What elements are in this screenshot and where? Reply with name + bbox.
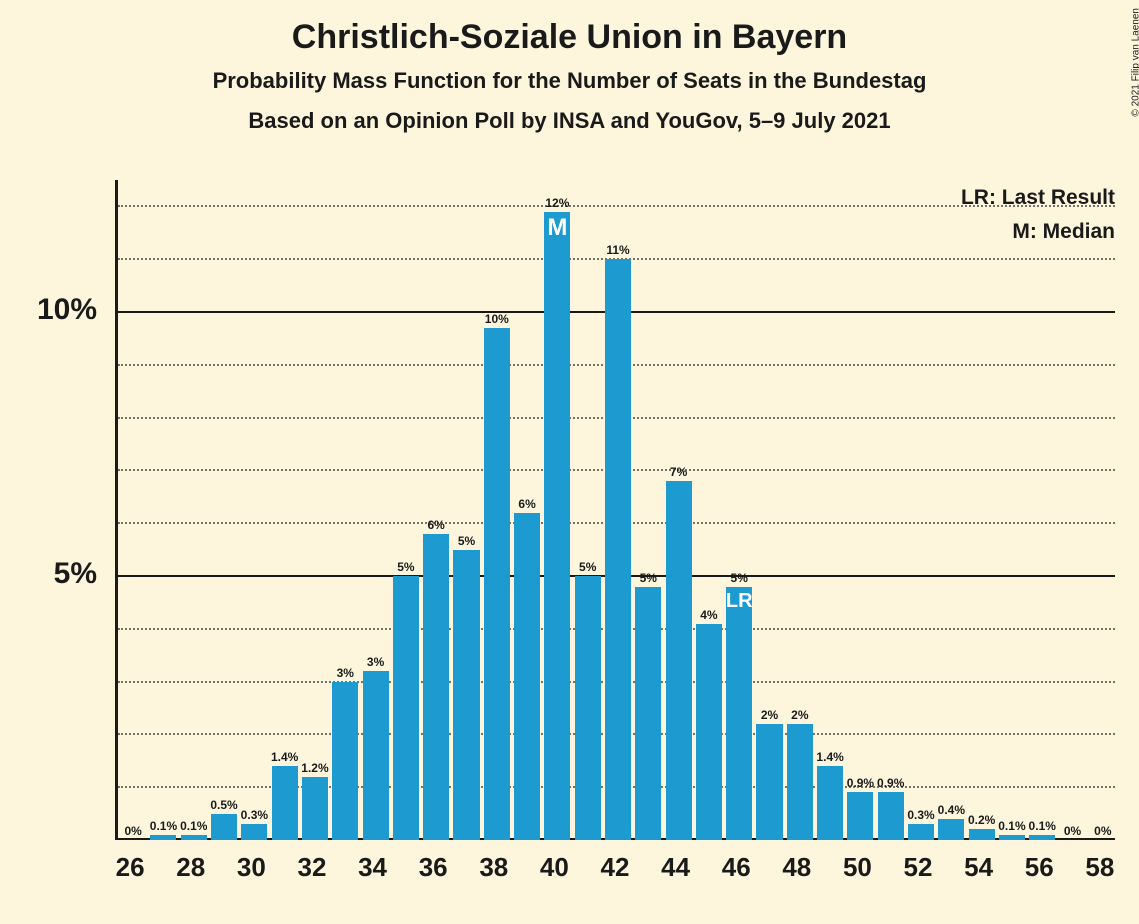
bar (666, 481, 692, 840)
chart-container: Christlich-Soziale Union in Bayern Proba… (0, 0, 1139, 924)
legend-median: M: Median (1012, 220, 1115, 244)
x-axis-label: 46 (722, 852, 751, 883)
bar (332, 682, 358, 840)
x-axis-label: 58 (1085, 852, 1114, 883)
bar (817, 766, 843, 840)
bar-value-label: 5% (397, 560, 414, 574)
bar-value-label: 0.9% (847, 776, 874, 790)
bar (999, 835, 1025, 840)
bar (393, 576, 419, 840)
y-axis-label: 5% (0, 557, 97, 591)
bar-value-label: 1.4% (816, 750, 843, 764)
bar (423, 534, 449, 840)
bar (908, 824, 934, 840)
bar (211, 814, 237, 840)
bar (241, 824, 267, 840)
bar-value-label: 2% (761, 708, 778, 722)
bar-value-label: 0% (1064, 824, 1081, 838)
bar (181, 835, 207, 840)
bar-value-label: 0.9% (877, 776, 904, 790)
bar-value-label: 5% (731, 571, 748, 585)
bar (938, 819, 964, 840)
x-axis-label: 30 (237, 852, 266, 883)
bar-value-label: 5% (640, 571, 657, 585)
x-axis-label: 34 (358, 852, 387, 883)
bar-value-label: 1.2% (301, 761, 328, 775)
bar (878, 792, 904, 840)
x-axis-label: 36 (419, 852, 448, 883)
x-axis-label: 44 (661, 852, 690, 883)
x-axis-label: 40 (540, 852, 569, 883)
bar-value-label: 3% (367, 655, 384, 669)
x-axis-label: 28 (176, 852, 205, 883)
bar-value-label: 0.4% (938, 803, 965, 817)
bar-value-label: 5% (579, 560, 596, 574)
bar (575, 576, 601, 840)
plot-area: 0%0.1%0.1%0.5%0.3%1.4%1.2%3%3%5%6%5%10%6… (115, 180, 1115, 840)
bar-value-label: 3% (337, 666, 354, 680)
bar (272, 766, 298, 840)
bar-value-label: 0.1% (180, 819, 207, 833)
bar-value-label: 11% (606, 243, 629, 257)
bar-value-label: 0.1% (1029, 819, 1056, 833)
x-axis-label: 32 (298, 852, 327, 883)
bar (544, 212, 570, 840)
bar (514, 513, 540, 840)
bar (302, 777, 328, 840)
bar-value-label: 0% (124, 824, 141, 838)
x-axis-label: 52 (904, 852, 933, 883)
x-axis-label: 38 (479, 852, 508, 883)
bar (696, 624, 722, 840)
bar (363, 671, 389, 840)
x-axis-label: 48 (782, 852, 811, 883)
bar-value-label: 6% (518, 497, 535, 511)
median-marker: M (547, 214, 567, 242)
bar (635, 587, 661, 840)
bar-value-label: 0.2% (968, 813, 995, 827)
y-axis-label: 10% (0, 293, 97, 327)
bar-value-label: 6% (428, 518, 445, 532)
x-axis-label: 26 (116, 852, 145, 883)
bar-value-label: 0.3% (241, 808, 268, 822)
last-result-marker: LR (726, 590, 753, 613)
x-axis-label: 50 (843, 852, 872, 883)
bar (150, 835, 176, 840)
legend-last-result: LR: Last Result (961, 186, 1115, 210)
x-axis-label: 54 (964, 852, 993, 883)
chart-title: Christlich-Soziale Union in Bayern (0, 18, 1139, 57)
copyright-text: © 2021 Filip van Laenen (1131, 8, 1139, 117)
bar (756, 724, 782, 840)
bar-value-label: 2% (791, 708, 808, 722)
bar (969, 829, 995, 840)
bar (726, 587, 752, 840)
bar-value-label: 7% (670, 465, 687, 479)
bar-value-label: 0% (1094, 824, 1111, 838)
bar (484, 328, 510, 840)
bar (787, 724, 813, 840)
bar (453, 550, 479, 840)
bar-value-label: 0.3% (907, 808, 934, 822)
bar-value-label: 5% (458, 534, 475, 548)
bar (605, 259, 631, 840)
bar-value-label: 0.5% (210, 798, 237, 812)
bar-value-label: 0.1% (998, 819, 1025, 833)
bar (1029, 835, 1055, 840)
bar-value-label: 1.4% (271, 750, 298, 764)
x-axis-label: 42 (601, 852, 630, 883)
bar-value-label: 12% (545, 196, 569, 210)
bar-value-label: 10% (485, 312, 509, 326)
chart-subtitle-1: Probability Mass Function for the Number… (0, 68, 1139, 94)
bar-value-label: 4% (700, 608, 717, 622)
chart-subtitle-2: Based on an Opinion Poll by INSA and You… (0, 108, 1139, 134)
bar-value-label: 0.1% (150, 819, 177, 833)
bar (847, 792, 873, 840)
x-axis-label: 56 (1025, 852, 1054, 883)
